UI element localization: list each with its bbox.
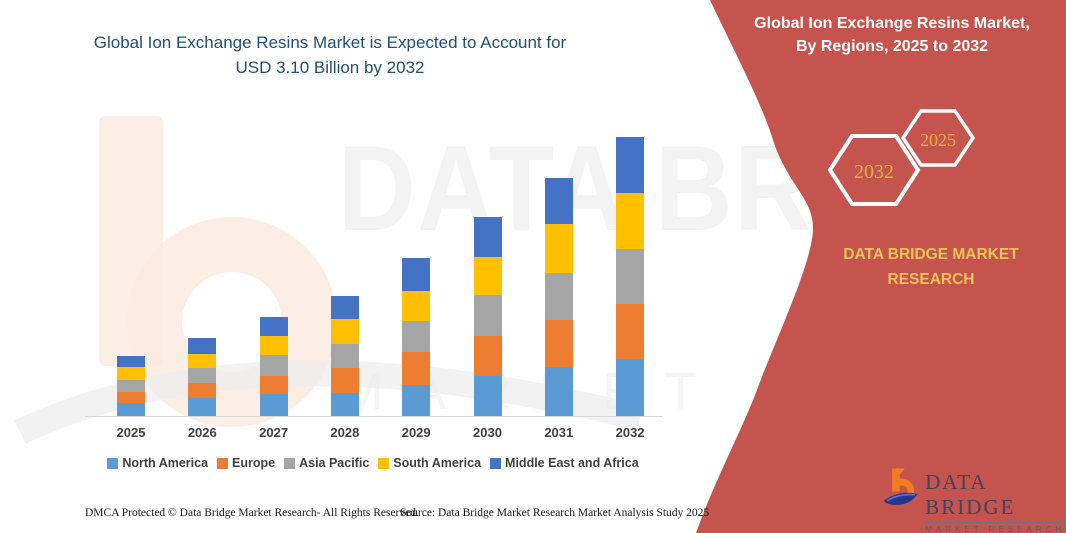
brand-text: DATA BRIDGE MARKET RESEARCH <box>800 242 1062 292</box>
panel-title: Global Ion Exchange Resins Market, By Re… <box>732 12 1052 58</box>
bar-segment-2028-north-america <box>330 393 359 416</box>
x-axis-label-2029: 2029 <box>401 425 431 440</box>
bar-segment-2030-south-america <box>473 257 502 295</box>
chart-title-line2: USD 3.10 Billion by 2032 <box>235 58 425 77</box>
legend-item-south-america: South America <box>378 456 481 470</box>
x-axis-label-2031: 2031 <box>544 425 574 440</box>
legend-swatch <box>490 457 502 469</box>
bar-segment-2025-south-america <box>117 367 145 380</box>
bar-segment-2032-north-america <box>616 359 645 416</box>
bar-segment-2027-north-america <box>259 394 288 416</box>
legend-label: South America <box>393 456 482 470</box>
x-axis-label-2028: 2028 <box>330 425 360 440</box>
bar-segment-2032-europe <box>616 304 645 359</box>
legend-swatch <box>107 457 119 469</box>
databridge-logo: DATA BRIDGE MARKET RESEARCH <box>882 464 1066 533</box>
legend-item-asia-pacific: Asia Pacific <box>284 456 369 470</box>
x-axis-label-2032: 2032 <box>615 425 645 440</box>
bar-segment-2026-europe <box>188 383 217 398</box>
hexagon-2025-label: 2025 <box>920 130 956 150</box>
stacked-bar-2026 <box>188 338 217 416</box>
legend-item-north-america: North America <box>107 456 208 470</box>
logo-subtitle: MARKET RESEARCH <box>925 525 1066 533</box>
bar-segment-2030-europe <box>473 336 502 376</box>
brand-text-line2: RESEARCH <box>887 271 975 288</box>
bar-segment-2031-south-america <box>544 224 573 273</box>
stacked-bar-2030 <box>473 217 502 416</box>
bar-segment-2031-asia-pacific <box>544 273 573 320</box>
bar-segment-2031-north-america <box>544 367 573 416</box>
bar-segment-2029-south-america <box>402 291 431 321</box>
hexagon-2025: 2025 <box>900 109 976 167</box>
bar-segment-2032-asia-pacific <box>616 249 645 304</box>
x-axis-label-2027: 2027 <box>259 425 289 440</box>
x-axis-label-2026: 2026 <box>187 425 217 440</box>
bar-segment-2025-asia-pacific <box>117 380 145 392</box>
bar-segment-2030-middle-east-and-africa <box>473 217 502 257</box>
panel-title-line1: Global Ion Exchange Resins Market, <box>754 15 1030 32</box>
footer-dmca-text: DMCA Protected © Data Bridge Market Rese… <box>85 507 419 519</box>
bar-segment-2032-south-america <box>616 193 645 249</box>
x-axis-label-2030: 2030 <box>473 425 502 440</box>
bar-segment-2029-middle-east-and-africa <box>402 258 431 291</box>
bar-segment-2026-south-america <box>188 354 217 368</box>
logo-wordmark: DATA BRIDGE <box>925 470 1066 523</box>
legend-swatch <box>217 457 229 469</box>
bar-segment-2025-europe <box>117 392 145 403</box>
legend-label: Asia Pacific <box>299 456 370 470</box>
bar-segment-2032-middle-east-and-africa <box>616 137 645 193</box>
bar-segment-2030-asia-pacific <box>473 295 502 336</box>
stacked-bar-2032 <box>616 137 645 416</box>
stacked-bar-2027 <box>259 317 288 416</box>
legend-swatch <box>378 457 390 469</box>
legend-item-middle-east-and-africa: Middle East and Africa <box>490 456 639 470</box>
bar-segment-2029-europe <box>402 352 431 385</box>
stacked-bar-2029 <box>402 258 431 416</box>
stacked-bar-2031 <box>544 178 573 416</box>
red-panel-shape <box>696 0 1066 533</box>
hexagon-2032-label: 2032 <box>854 161 894 183</box>
footer-source-text: Source: Data Bridge Market Research Mark… <box>400 507 710 519</box>
brand-text-line1: DATA BRIDGE MARKET <box>843 246 1019 263</box>
bar-segment-2028-south-america <box>330 319 359 344</box>
bar-segment-2025-middle-east-and-africa <box>117 356 145 367</box>
legend-label: North America <box>122 456 209 470</box>
legend-label: Middle East and Africa <box>505 456 639 470</box>
legend-item-europe: Europe <box>217 456 275 470</box>
bar-segment-2030-north-america <box>473 376 502 416</box>
bar-segment-2031-europe <box>544 320 573 367</box>
bar-segment-2027-south-america <box>259 336 288 355</box>
bar-segment-2026-asia-pacific <box>188 368 217 383</box>
legend-swatch <box>284 457 296 469</box>
bar-segment-2029-asia-pacific <box>402 321 431 352</box>
bar-segment-2025-north-america <box>117 403 145 416</box>
hexagon-2032: 2032 <box>827 134 921 206</box>
bar-segment-2027-middle-east-and-africa <box>259 317 288 336</box>
x-axis-label-2025: 2025 <box>116 425 146 440</box>
bar-segment-2026-north-america <box>188 398 217 416</box>
panel-title-line2: By Regions, 2025 to 2032 <box>795 38 989 55</box>
chart-legend: North America Europe Asia Pacific South Ame… <box>80 456 666 470</box>
chart-title: Global Ion Exchange Resins Market is Exp… <box>70 30 590 80</box>
bar-segment-2028-middle-east-and-africa <box>330 296 359 319</box>
stacked-bar-2025 <box>117 356 145 416</box>
bar-segment-2029-north-america <box>402 385 431 416</box>
chart-title-line1: Global Ion Exchange Resins Market is Exp… <box>93 33 567 52</box>
legend-label: Europe <box>232 456 276 470</box>
stacked-bar-2028 <box>330 296 359 416</box>
bar-segment-2027-asia-pacific <box>259 355 288 376</box>
bar-segment-2028-europe <box>330 368 359 393</box>
bar-segment-2031-middle-east-and-africa <box>544 178 573 224</box>
bar-segment-2026-middle-east-and-africa <box>188 338 217 354</box>
bar-segment-2027-europe <box>259 376 288 394</box>
x-axis-line <box>85 416 663 417</box>
bar-segment-2028-asia-pacific <box>330 344 359 368</box>
databridge-logo-icon <box>883 468 918 505</box>
